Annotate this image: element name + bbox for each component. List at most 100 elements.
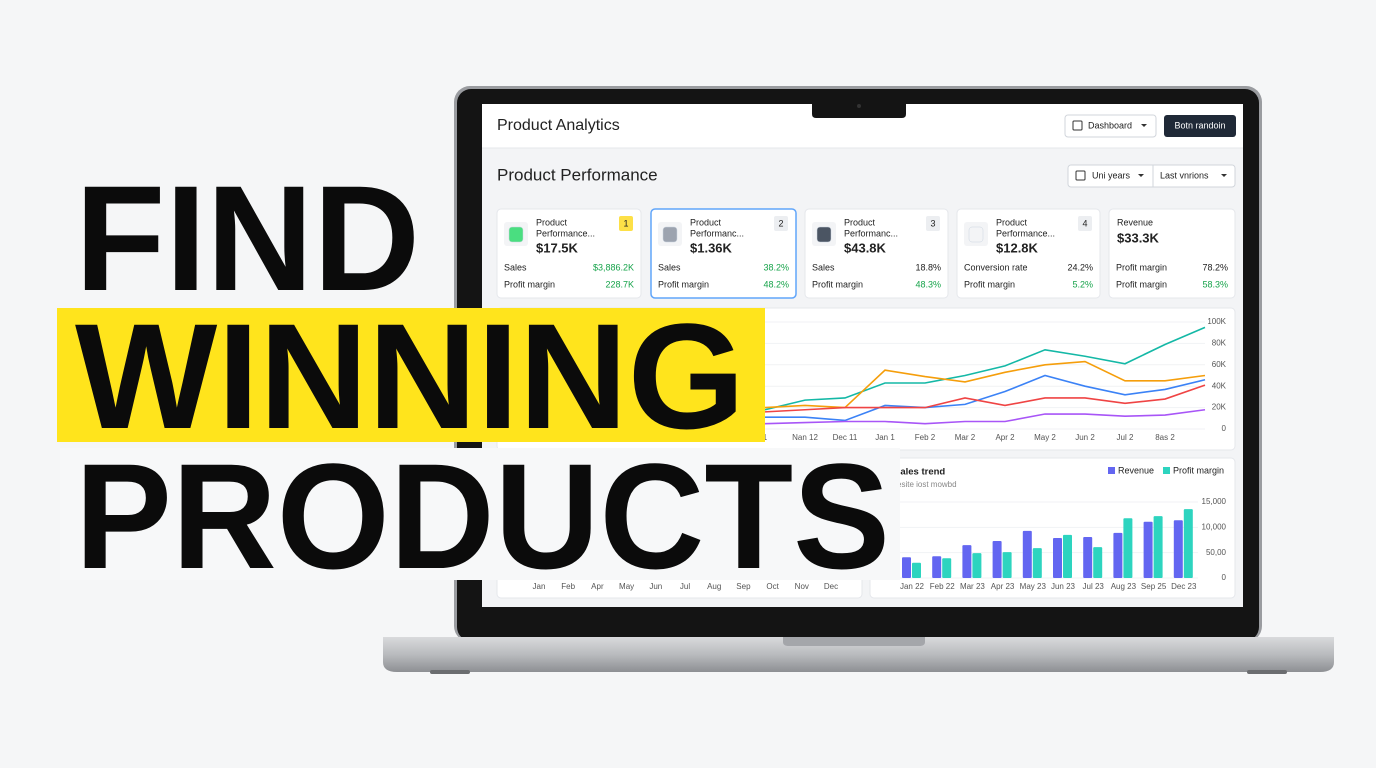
button-label: Dashboard <box>1088 120 1132 130</box>
legend-swatch <box>1163 467 1170 474</box>
product-card <box>496 208 642 299</box>
x-tick-label: May <box>619 582 634 591</box>
action-button[interactable] <box>1164 115 1236 137</box>
card-name: Product <box>996 217 1028 227</box>
x-tick-label: Feb 2 <box>915 433 936 442</box>
laptop-base <box>383 637 1334 672</box>
product-image <box>968 226 984 243</box>
headline-backdrop <box>60 448 900 580</box>
x-tick-label: Jul 2 <box>1117 433 1134 442</box>
bar <box>962 545 972 578</box>
card-name: Product <box>536 217 568 227</box>
metric-label: Profit margin <box>1116 262 1167 272</box>
bar <box>1063 534 1072 578</box>
product-card <box>1108 208 1236 299</box>
card-value: $1.36K <box>690 240 733 255</box>
highlight <box>57 308 765 442</box>
card-name: Performanc... <box>844 228 898 238</box>
app-title: Product Analytics <box>497 117 620 134</box>
card-name: Revenue <box>1117 217 1153 227</box>
x-tick-label: Nov <box>795 582 809 591</box>
metric-label: Profit margin <box>964 279 1015 289</box>
card-name: Product <box>844 217 876 227</box>
x-tick-label: Dec 11 <box>833 433 858 442</box>
metric-value: 24.2% <box>1067 262 1093 272</box>
bar <box>1002 552 1012 578</box>
x-tick-label: Sep 25 <box>1141 582 1167 591</box>
metric-label: Profit margin <box>812 279 863 289</box>
metric-value: 38.2% <box>763 262 789 272</box>
calendar-icon <box>1072 120 1083 131</box>
x-tick-label: Aug <box>707 582 721 591</box>
filter-label: Last vnrions <box>1160 170 1209 180</box>
legend-label: Revenue <box>1118 465 1154 475</box>
metric-value: 228.7K <box>605 279 634 289</box>
x-tick-label: Oct <box>766 582 779 591</box>
y-tick-label: 40K <box>1212 381 1227 390</box>
dashboard-button[interactable] <box>1064 114 1157 138</box>
card-name: Performance... <box>536 228 595 238</box>
x-tick-label: Jan 22 <box>900 582 925 591</box>
x-tick-label: Apr 2 <box>995 433 1015 442</box>
bar <box>1123 518 1133 578</box>
bar <box>1032 548 1042 578</box>
y-tick-label: 0 <box>1222 573 1227 582</box>
x-tick-label: Sep <box>736 582 751 591</box>
bar-chart-title: Sales trend <box>894 467 945 478</box>
rank: 4 <box>1082 218 1087 228</box>
filter-group[interactable] <box>1067 164 1236 188</box>
bar <box>1113 532 1123 578</box>
metric-value: 5.2% <box>1072 279 1093 289</box>
x-tick-label: Feb 22 <box>930 582 955 591</box>
product-card <box>956 208 1101 299</box>
x-tick-label: Jan <box>533 582 546 591</box>
bar <box>992 541 1002 578</box>
rank-badge <box>619 216 633 231</box>
bar <box>1053 537 1062 578</box>
x-tick-label: May 23 <box>1020 582 1047 591</box>
bar <box>1143 521 1153 578</box>
rank: 2 <box>778 218 783 228</box>
metric-value: 58.3% <box>1202 279 1228 289</box>
card-value: $12.8K <box>996 240 1039 255</box>
x-tick-label: Dec 23 <box>1171 582 1197 591</box>
x-tick-label: Aug 23 <box>1111 582 1137 591</box>
y-tick-label: 10,000 <box>1202 522 1227 531</box>
foot <box>1247 670 1287 674</box>
metric-value: $3,886.2K <box>593 262 634 272</box>
product-card <box>650 208 797 299</box>
y-tick-label: 0 <box>1222 424 1227 433</box>
calendar-icon <box>1075 170 1086 181</box>
card-name: Product <box>690 217 722 227</box>
card-value: $43.8K <box>844 240 887 255</box>
metric-value: 18.8% <box>915 262 941 272</box>
x-tick-label: Jun 2 <box>1075 433 1095 442</box>
bar <box>1173 520 1183 578</box>
x-tick-label: 1 <box>763 433 768 442</box>
legend-swatch <box>1108 467 1115 474</box>
camera <box>857 104 861 108</box>
y-tick-label: 100K <box>1207 317 1226 326</box>
metric-label: Sales <box>504 262 527 272</box>
metric-label: Profit margin <box>1116 279 1167 289</box>
x-tick-label: Jul 23 <box>1083 582 1105 591</box>
y-tick-label: 80K <box>1212 339 1227 348</box>
line-series <box>764 408 1206 425</box>
line-series <box>764 326 1206 411</box>
x-tick-label: Jan 1 <box>875 433 895 442</box>
section-title: Product Performance <box>497 165 658 184</box>
product-card <box>804 208 949 299</box>
bar <box>902 557 911 578</box>
bar <box>1153 516 1163 578</box>
metric-label: Sales <box>812 262 835 272</box>
legend-label: Profit margin <box>1173 465 1224 475</box>
bar-chart-subtitle: esite iost mowbd <box>897 480 957 489</box>
x-tick-label: Jul <box>680 582 690 591</box>
metric-label: Conversion rate <box>964 262 1028 272</box>
notch <box>812 104 906 118</box>
card-value: $33.3K <box>1117 230 1160 245</box>
bar <box>1093 547 1103 578</box>
foot <box>430 670 470 674</box>
